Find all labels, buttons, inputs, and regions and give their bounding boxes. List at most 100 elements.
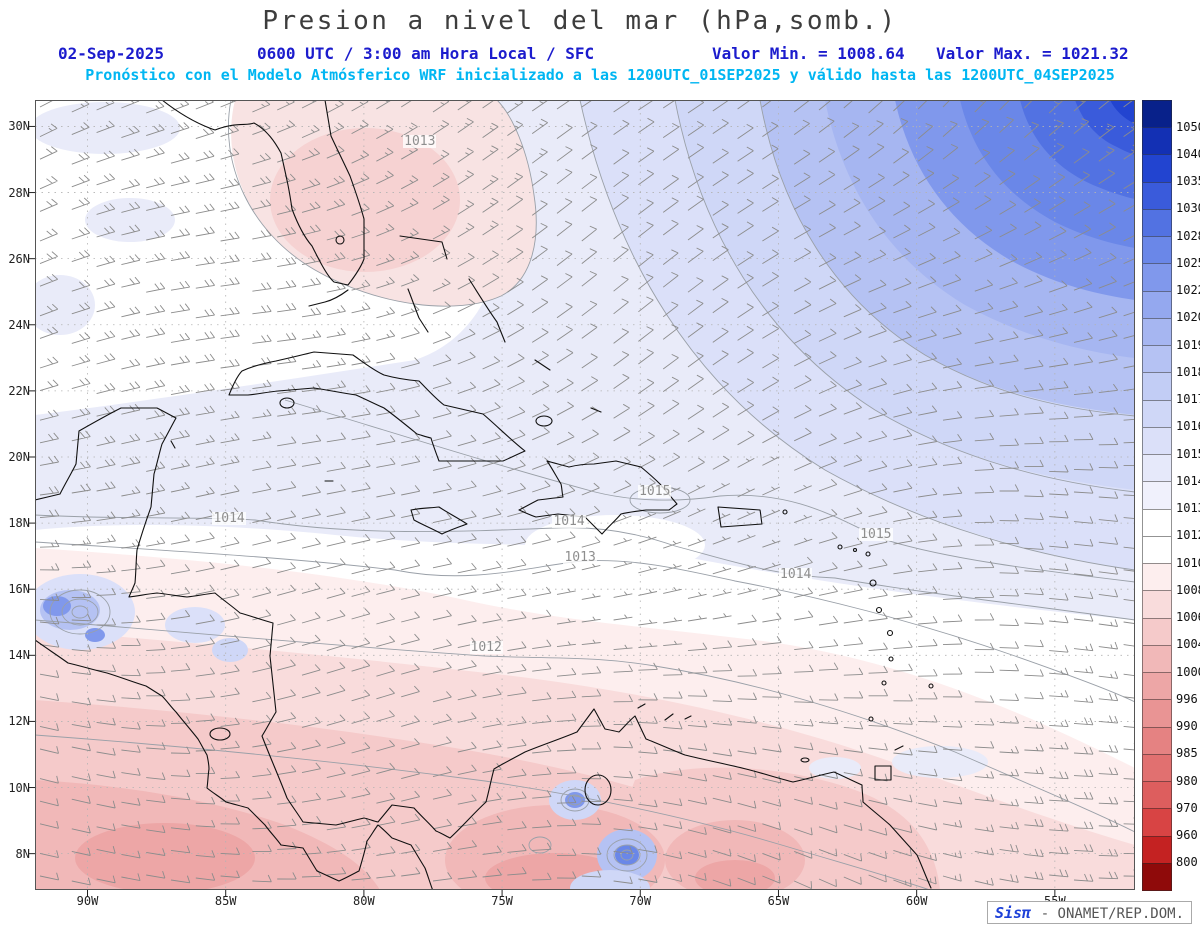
colorbar-swatch xyxy=(1142,590,1172,619)
watermark-text: - ONAMET/REP.DOM. xyxy=(1040,906,1184,922)
grid-lines xyxy=(35,100,1135,890)
lat-label: 12N xyxy=(8,714,30,729)
lon-label: 85W xyxy=(214,894,237,908)
watermark: Sisπ - ONAMET/REP.DOM. xyxy=(986,901,1192,924)
colorbar-swatch xyxy=(1142,563,1172,592)
colorbar-swatch xyxy=(1142,208,1172,238)
forecast-subtitle: Pronóstico con el Modelo Atmósferico WRF… xyxy=(85,66,1115,84)
colorbar-swatch xyxy=(1142,862,1172,891)
trinidad-tobago xyxy=(874,745,904,781)
colorbar-value: 1015 xyxy=(1176,446,1200,461)
colorbar-value: 1017 xyxy=(1176,392,1200,407)
florida-coast xyxy=(161,100,365,286)
pacific-coast xyxy=(35,639,434,890)
colorbar-value: 1035 xyxy=(1176,174,1200,189)
colorbar-value: 1004 xyxy=(1176,637,1200,652)
lake-maracaibo xyxy=(584,774,612,806)
colorbar-swatch xyxy=(1142,181,1172,210)
colorbar-swatch xyxy=(1142,753,1172,783)
isobar-value-label: 1014 xyxy=(212,510,246,526)
colorbar-value: 1010 xyxy=(1176,555,1200,570)
caribbean-mainland-coast xyxy=(35,407,932,889)
colorbar-value: 1014 xyxy=(1176,473,1200,488)
longitude-axis: 90W85W80W75W70W65W60W55W xyxy=(35,894,1135,912)
colorbar-value: 1020 xyxy=(1176,310,1200,325)
colorbar-swatch xyxy=(1142,100,1172,129)
colorbar-swatch xyxy=(1142,781,1172,810)
colorbar-value: 1030 xyxy=(1176,201,1200,216)
colorbar-swatch xyxy=(1142,399,1172,428)
axis-ticks xyxy=(28,125,1056,897)
valid-time-label: 0600 UTC / 3:00 am Hora Local / SFC xyxy=(257,44,595,63)
lon-label: 70W xyxy=(629,894,652,908)
isobar-value-label: 1013 xyxy=(403,133,437,149)
colorbar-value: 960 xyxy=(1176,828,1198,843)
colorbar-value: 1008 xyxy=(1176,582,1200,597)
isobar-value-label: 1013 xyxy=(563,550,597,566)
run-date-label: 02-Sep-2025 xyxy=(58,44,164,63)
pressure-shading xyxy=(35,100,1135,890)
small-islands xyxy=(170,440,692,721)
pressure-map: 1013 1014 1014 1015 1013 1014 1015 1012 xyxy=(28,100,1135,897)
colorbar-value: 970 xyxy=(1176,800,1198,815)
lon-label: 75W xyxy=(491,894,513,908)
puerto-rico-coast xyxy=(717,506,763,528)
colorbar-value: 1028 xyxy=(1176,228,1200,243)
lon-label: 80W xyxy=(353,894,375,908)
isobar-value-label: 1015 xyxy=(638,484,672,500)
colorbar-swatch xyxy=(1142,454,1172,483)
lat-label: 26N xyxy=(8,251,30,266)
lat-label: 30N xyxy=(8,119,30,134)
lat-label: 28N xyxy=(8,185,30,200)
pressure-colorbar: 1050 1040 1035 1030 1028 1025 1022 1020 1019 1018… xyxy=(1142,100,1200,892)
colorbar-value: 985 xyxy=(1176,746,1198,761)
colorbar-swatch xyxy=(1142,808,1172,837)
lat-label: 20N xyxy=(8,449,30,464)
margarita xyxy=(800,757,810,763)
colorbar-value: 1040 xyxy=(1176,146,1200,161)
min-value-label: Valor Min. = 1008.64 xyxy=(712,44,905,63)
colorbar-value: 1012 xyxy=(1176,528,1200,543)
colorbar-swatch xyxy=(1142,317,1172,347)
lake-okeechobee xyxy=(335,235,345,245)
hispaniola-coast xyxy=(518,460,678,535)
colorbar-swatch xyxy=(1142,481,1172,510)
lon-label: 60W xyxy=(905,894,928,908)
colorbar-value: 1022 xyxy=(1176,283,1200,298)
colorbar-value: 1000 xyxy=(1176,664,1200,679)
page-title: Presion a nivel del mar (hPa,somb.) xyxy=(262,6,898,36)
colorbar-value: 1050 xyxy=(1176,119,1200,134)
pressure-map-canvas xyxy=(28,100,1135,897)
isobar-value-label: 1015 xyxy=(859,527,893,543)
colorbar-value: 800 xyxy=(1176,855,1198,870)
cuba-coast xyxy=(228,351,526,462)
colorbar-value: 1006 xyxy=(1176,610,1200,625)
lat-label: 10N xyxy=(8,780,30,795)
colorbar-swatch xyxy=(1142,617,1172,646)
colorbar-swatch xyxy=(1142,154,1172,183)
colorbar-swatch xyxy=(1142,127,1172,156)
lat-label: 16N xyxy=(8,582,30,597)
colorbar-value: 990 xyxy=(1176,719,1198,734)
colorbar-value: 1013 xyxy=(1176,501,1200,516)
colorbar-swatch xyxy=(1142,835,1172,864)
colorbar-value: 996 xyxy=(1176,691,1198,706)
bahamas xyxy=(399,235,602,413)
isobar-value-label: 1014 xyxy=(779,566,813,582)
colorbar-value: 980 xyxy=(1176,773,1198,788)
inagua xyxy=(535,415,553,427)
lon-label: 65W xyxy=(767,894,790,908)
colorbar-swatch xyxy=(1142,263,1172,292)
colorbar-swatch xyxy=(1142,699,1172,728)
jamaica-coast xyxy=(410,506,468,535)
lake-nicaragua xyxy=(209,727,231,741)
colorbar-swatch xyxy=(1142,426,1172,456)
lat-label: 24N xyxy=(8,317,30,332)
latitude-axis: 30N 28N 26N 24N 22N 20N 18N 16N 14N 12N 10N 8N xyxy=(0,100,33,890)
colorbar-swatch xyxy=(1142,345,1172,374)
wind-barbs xyxy=(39,100,1135,890)
colorbar-swatch xyxy=(1142,508,1172,537)
colorbar-swatch xyxy=(1142,726,1172,755)
isobar-value-label: 1014 xyxy=(552,514,586,530)
lat-label: 22N xyxy=(8,383,30,398)
